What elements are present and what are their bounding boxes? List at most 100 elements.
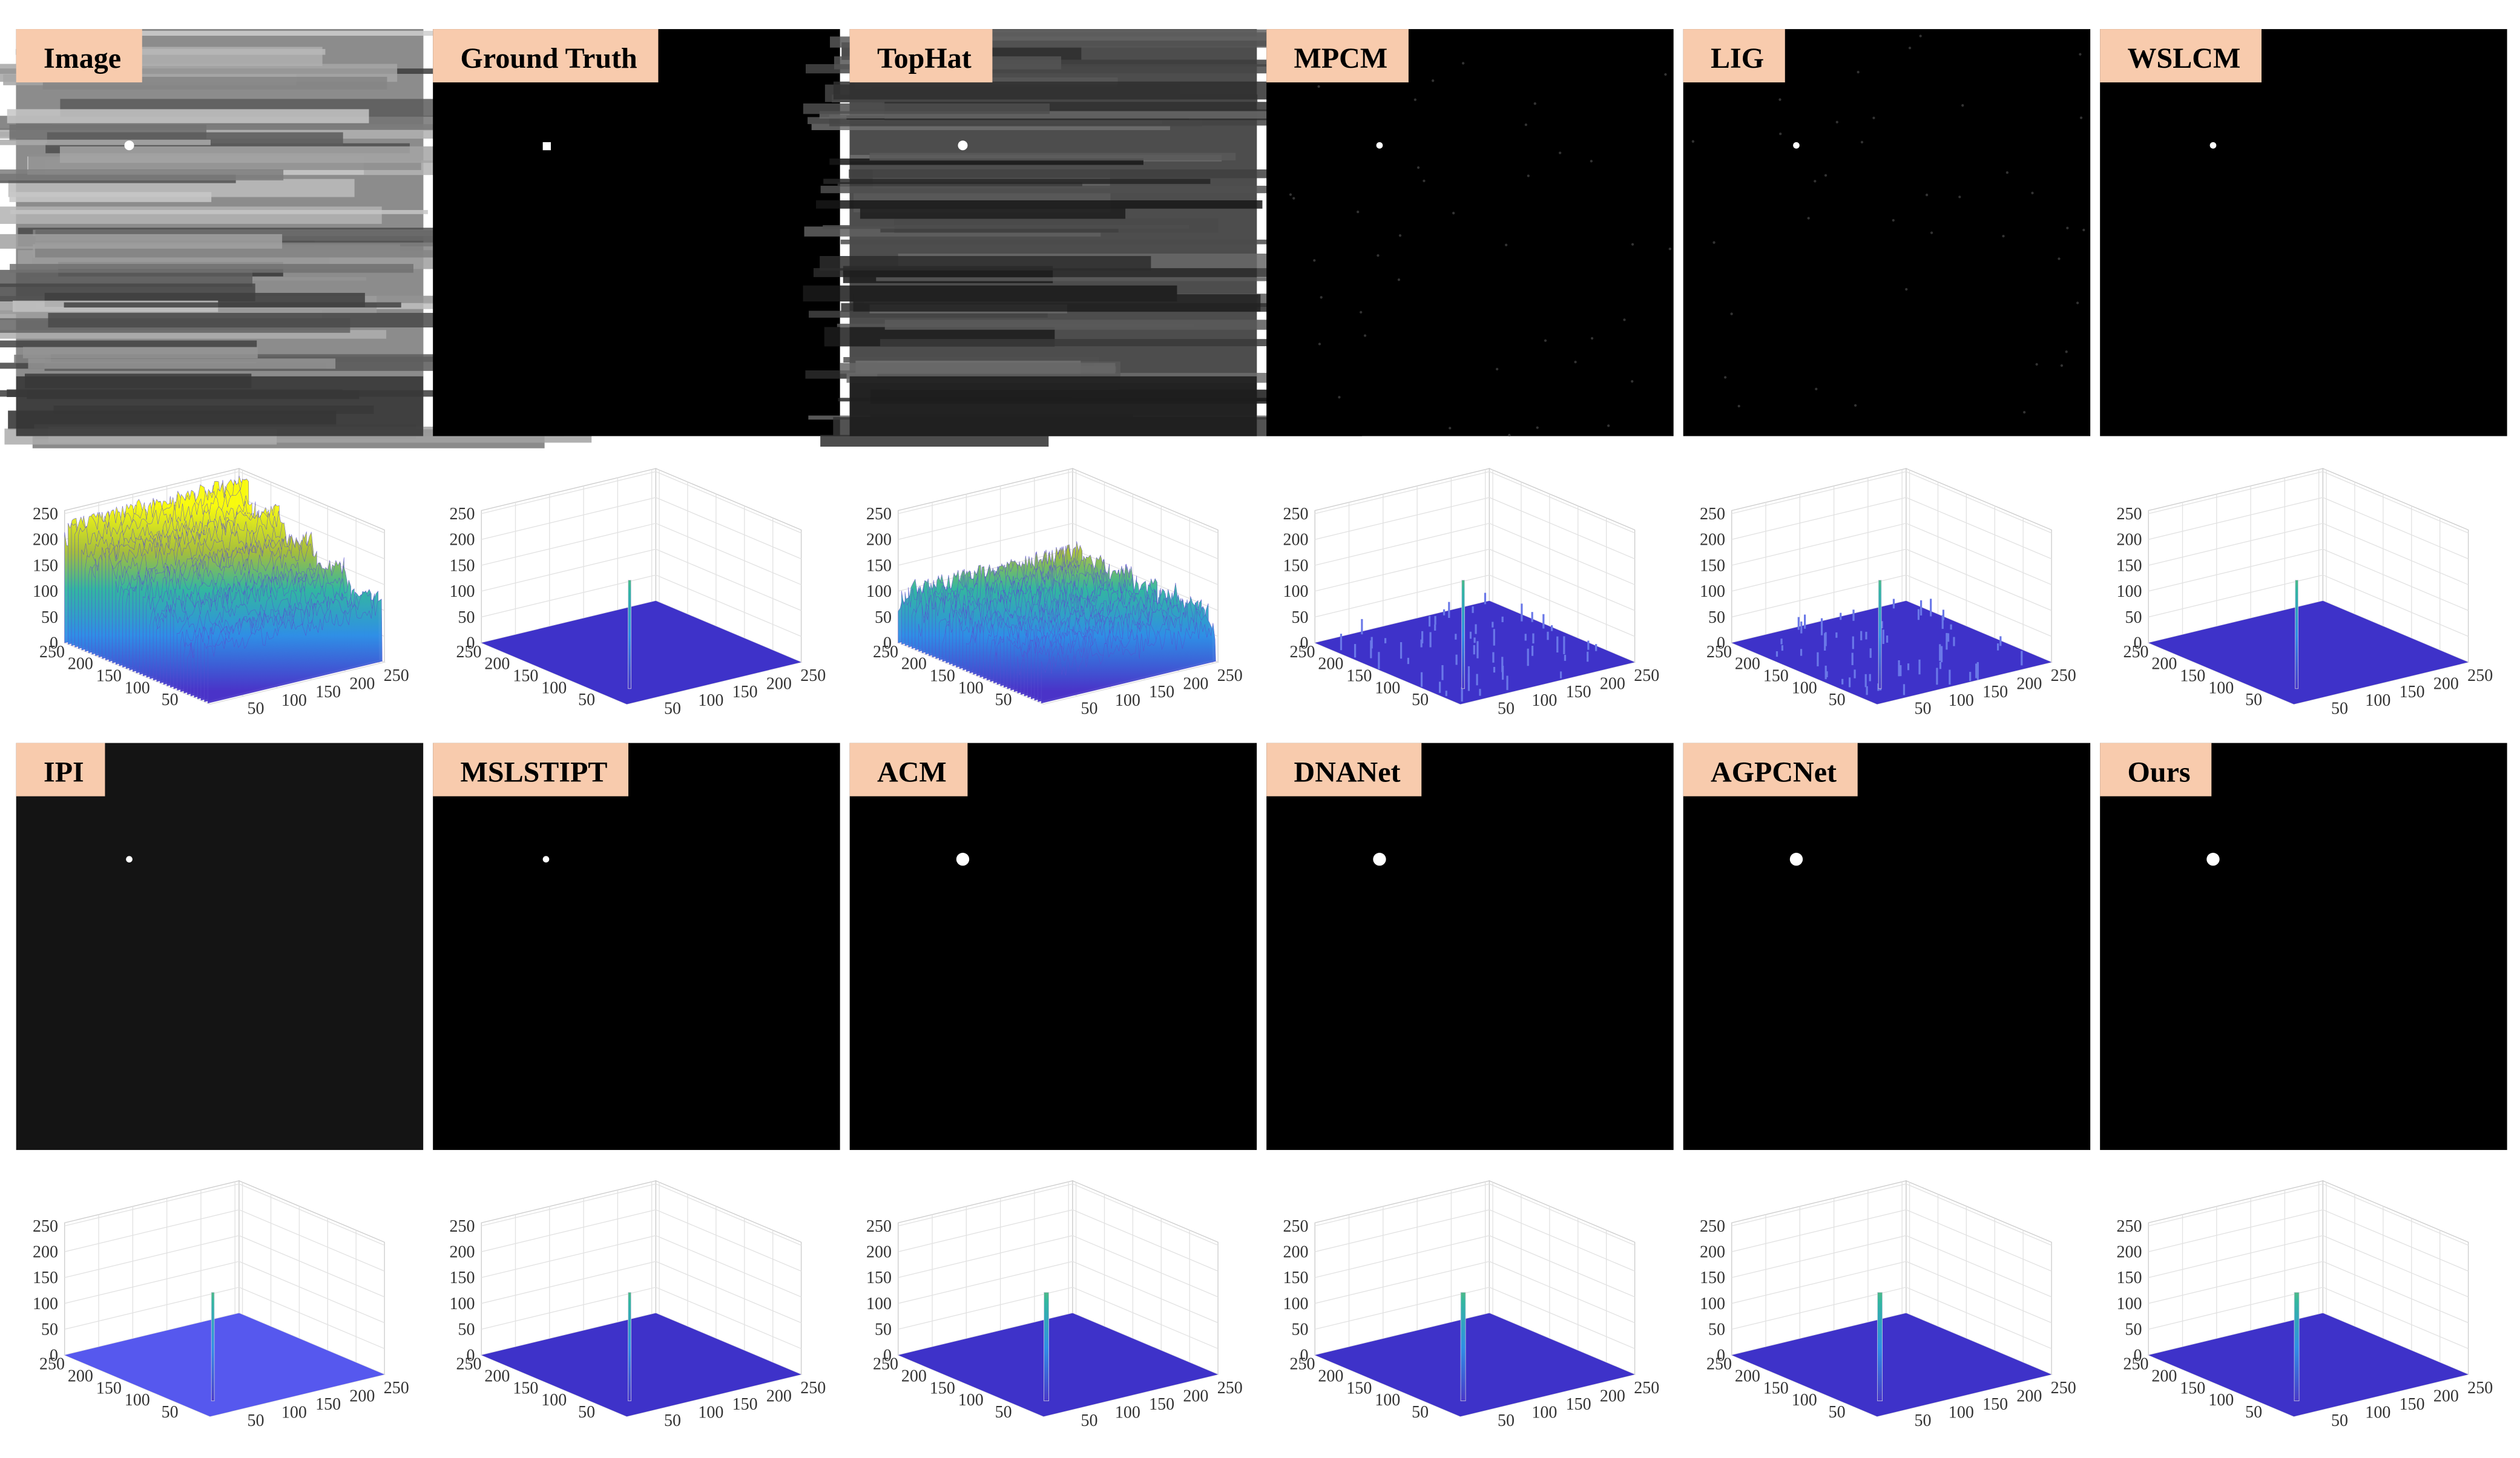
target xyxy=(542,856,550,863)
z-tick-label: 150 xyxy=(1700,1269,1725,1287)
grid-line xyxy=(1315,574,1635,637)
z-tick-label: 250 xyxy=(450,505,475,524)
x-tick-label: 50 xyxy=(1498,1411,1515,1430)
noise xyxy=(1496,367,1499,371)
y-tick-label: 200 xyxy=(2151,655,2177,674)
image-band xyxy=(840,363,1116,374)
panel-label: LIG xyxy=(1711,42,1764,74)
surface-spike xyxy=(211,1292,215,1402)
z-tick-label: 150 xyxy=(866,1269,892,1287)
noise xyxy=(1559,151,1562,154)
panel-label: Image xyxy=(44,42,121,74)
noise xyxy=(1527,174,1530,177)
grid-line xyxy=(2148,574,2469,637)
noise xyxy=(2079,53,2082,56)
image-band xyxy=(864,59,1318,67)
grid-line xyxy=(481,471,801,534)
image-band xyxy=(64,302,401,308)
label-box xyxy=(1266,743,1422,796)
surface-floor xyxy=(2148,600,2469,704)
y-tick-label: 50 xyxy=(578,1403,595,1422)
noise xyxy=(2005,171,2009,174)
noise xyxy=(1544,339,1547,342)
image-panel: ACM xyxy=(849,743,1257,1151)
grid-line xyxy=(1731,497,2052,559)
x-tick-label: 50 xyxy=(664,1411,681,1430)
noise xyxy=(1536,426,1539,429)
y-tick-label: 50 xyxy=(2245,691,2262,709)
image-band xyxy=(0,340,257,347)
x-tick-label: 150 xyxy=(2400,1395,2425,1414)
image-panel: TopHat xyxy=(803,29,1426,447)
x-tick-label: 200 xyxy=(2433,675,2459,694)
image-panel: Ours xyxy=(2100,743,2507,1151)
noise xyxy=(1413,98,1417,101)
x-tick-label: 100 xyxy=(1949,691,1974,710)
image-background xyxy=(1683,29,2091,436)
z-tick-label: 250 xyxy=(1700,1217,1725,1236)
x-tick-label: 50 xyxy=(1915,1411,1932,1430)
surface-floor xyxy=(64,1313,385,1417)
x-tick-label: 250 xyxy=(800,666,826,685)
z-tick-label: 0 xyxy=(1300,634,1309,652)
z-tick-label: 150 xyxy=(866,556,892,575)
noise xyxy=(1815,387,1818,390)
noise xyxy=(1533,102,1536,105)
y-tick-label: 50 xyxy=(1412,691,1429,709)
x-tick-label: 200 xyxy=(2433,1387,2459,1406)
z-tick-label: 200 xyxy=(866,531,892,550)
image-background xyxy=(2100,743,2507,1151)
grid-line xyxy=(481,522,801,585)
x-tick-label: 250 xyxy=(2051,666,2076,685)
grid-line xyxy=(64,1287,385,1349)
noise xyxy=(1925,193,1929,197)
noise xyxy=(1505,243,1508,246)
y-tick-label: 150 xyxy=(96,1379,122,1397)
target xyxy=(956,853,970,866)
y-tick-label: 200 xyxy=(901,655,927,674)
noise xyxy=(1461,62,1465,65)
noise xyxy=(1363,334,1367,337)
image-panel: IPI xyxy=(16,743,424,1151)
noise xyxy=(1313,259,1316,262)
noise xyxy=(2066,226,2069,229)
z-tick-label: 100 xyxy=(866,582,892,601)
x-tick-label: 150 xyxy=(1566,683,1591,701)
target xyxy=(1376,142,1383,149)
panel-label: WSLCM xyxy=(2128,42,2241,74)
z-tick-label: 250 xyxy=(1283,1217,1309,1236)
y-tick-label: 50 xyxy=(1829,691,1846,709)
image-band xyxy=(0,169,284,181)
target xyxy=(1789,853,1803,866)
y-tick-label: 100 xyxy=(1792,1391,1817,1410)
surface-floor xyxy=(481,600,801,704)
z-tick-label: 100 xyxy=(866,1295,892,1313)
z-tick-label: 50 xyxy=(458,1321,475,1339)
panel-label: Ours xyxy=(2128,757,2191,789)
noise xyxy=(1360,310,1363,314)
x-tick-label: 150 xyxy=(2400,683,2425,701)
z-tick-label: 50 xyxy=(1292,608,1309,627)
z-tick-label: 0 xyxy=(1300,1346,1309,1365)
noise xyxy=(1574,360,1577,364)
grid-line xyxy=(1731,1287,2052,1349)
z-tick-label: 250 xyxy=(1700,505,1725,524)
z-tick-label: 0 xyxy=(50,634,58,652)
noise xyxy=(1398,234,1402,237)
image-panel: Ground Truth xyxy=(433,29,840,436)
y-tick-label: 250 xyxy=(456,643,482,662)
z-tick-label: 50 xyxy=(41,1321,58,1339)
grid-line xyxy=(2148,1235,2469,1298)
y-tick-label: 50 xyxy=(162,1403,179,1422)
grid-line xyxy=(2148,1209,2469,1272)
z-tick-label: 200 xyxy=(2117,531,2142,550)
x-tick-label: 50 xyxy=(1081,1411,1098,1430)
label-box xyxy=(849,743,968,796)
noise xyxy=(1807,217,1810,220)
x-tick-label: 200 xyxy=(766,675,792,694)
noise xyxy=(1723,376,1727,379)
image-band xyxy=(811,123,1170,131)
image-panel: MSLSTIPT xyxy=(433,743,840,1151)
